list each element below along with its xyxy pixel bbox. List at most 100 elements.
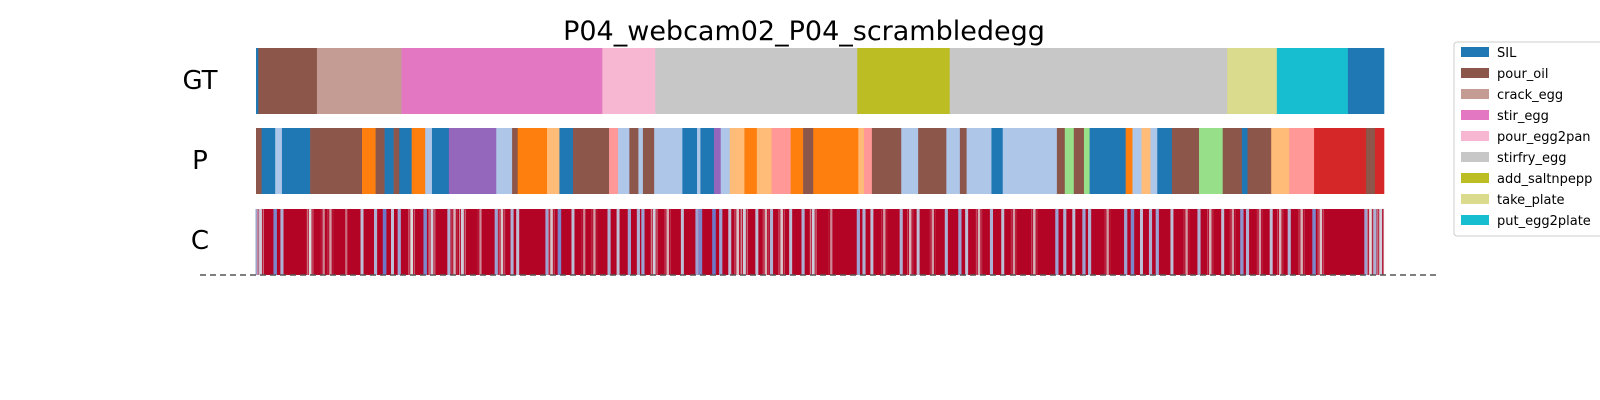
p-segment bbox=[1073, 128, 1085, 194]
c-mark bbox=[1010, 209, 1013, 275]
c-mark bbox=[479, 209, 482, 275]
c-mark bbox=[739, 209, 741, 275]
c-mark bbox=[1229, 209, 1231, 275]
c-mark bbox=[593, 209, 596, 275]
c-mark bbox=[856, 209, 860, 275]
c-mark bbox=[477, 209, 479, 275]
p-segment bbox=[1222, 128, 1243, 194]
c-mark bbox=[430, 209, 434, 275]
c-mark bbox=[1207, 209, 1209, 275]
legend-entry: stirfry_egg bbox=[1461, 151, 1566, 166]
legend-label: add_saltnpepp bbox=[1497, 172, 1592, 187]
c-mark bbox=[783, 209, 785, 275]
legend-entry: put_egg2plate bbox=[1461, 214, 1591, 229]
c-mark bbox=[423, 209, 427, 275]
c-mark bbox=[413, 209, 416, 275]
p-segment bbox=[1314, 128, 1367, 194]
c-mark bbox=[981, 209, 983, 275]
legend-label: take_plate bbox=[1497, 193, 1565, 208]
gt-segment bbox=[1227, 48, 1278, 114]
c-mark bbox=[916, 209, 920, 275]
p-segment bbox=[310, 128, 363, 194]
c-mark bbox=[906, 209, 909, 275]
c-mark bbox=[1001, 209, 1005, 275]
p-segment bbox=[431, 128, 450, 194]
c-mark bbox=[712, 209, 716, 275]
gt-segment bbox=[401, 48, 603, 114]
c-mark bbox=[881, 209, 883, 275]
p-segment bbox=[362, 128, 376, 194]
c-mark bbox=[627, 209, 631, 275]
c-mark bbox=[280, 209, 284, 275]
legend-swatch bbox=[1461, 194, 1489, 204]
c-mark bbox=[550, 209, 553, 275]
legend-swatch bbox=[1461, 110, 1489, 120]
legend-entry: take_plate bbox=[1461, 193, 1565, 208]
c-mark bbox=[382, 209, 387, 275]
p-segment bbox=[946, 128, 961, 194]
p-segment bbox=[572, 128, 610, 194]
c-mark bbox=[322, 209, 325, 275]
c-mark bbox=[1245, 209, 1250, 275]
p-segment bbox=[517, 128, 548, 194]
c-mark bbox=[308, 209, 312, 275]
p-segment bbox=[697, 128, 701, 194]
c-mark bbox=[975, 209, 977, 275]
p-segment bbox=[609, 128, 619, 194]
c-mark bbox=[1303, 209, 1305, 275]
gt-segment bbox=[949, 48, 1228, 114]
c-mark bbox=[1256, 209, 1258, 275]
c-mark bbox=[695, 209, 699, 275]
p-segment bbox=[858, 128, 865, 194]
legend-entry: crack_egg bbox=[1461, 88, 1563, 103]
c-mark bbox=[607, 209, 611, 275]
c-mark bbox=[482, 209, 484, 275]
legend-swatch bbox=[1461, 215, 1489, 225]
c-mark bbox=[447, 209, 451, 275]
c-mark bbox=[1036, 209, 1038, 275]
c-mark bbox=[510, 209, 514, 275]
c-mark bbox=[809, 209, 811, 275]
c-mark bbox=[870, 209, 874, 275]
row-label-p: P bbox=[192, 146, 208, 176]
c-mark bbox=[464, 209, 466, 275]
legend-frame bbox=[1453, 41, 1600, 237]
c-mark bbox=[899, 209, 903, 275]
legend-swatch bbox=[1461, 152, 1489, 162]
c-mark bbox=[1104, 209, 1106, 275]
p-segment bbox=[393, 128, 400, 194]
p-segment bbox=[700, 128, 715, 194]
c-mark bbox=[458, 209, 461, 275]
c-mark bbox=[1319, 209, 1323, 275]
c-mark bbox=[343, 209, 345, 275]
c-mark bbox=[1188, 209, 1190, 275]
p-segment bbox=[1132, 128, 1142, 194]
gt-segment bbox=[258, 48, 318, 114]
c-mark bbox=[912, 209, 914, 275]
p-segment bbox=[654, 128, 683, 194]
legend-label: put_egg2plate bbox=[1497, 214, 1591, 229]
c-mark bbox=[862, 209, 866, 275]
c-mark bbox=[669, 209, 671, 275]
legend-swatch bbox=[1461, 47, 1489, 57]
c-mark bbox=[830, 209, 833, 275]
p-segment bbox=[991, 128, 1004, 194]
p-segment bbox=[1271, 128, 1290, 194]
c-mark bbox=[451, 209, 453, 275]
p-segment bbox=[425, 128, 433, 194]
c-background bbox=[256, 209, 1384, 275]
legend-swatch bbox=[1461, 68, 1489, 78]
p-segment bbox=[1374, 128, 1385, 194]
row-label-c: C bbox=[191, 226, 209, 256]
c-mark bbox=[680, 209, 684, 275]
c-mark bbox=[1170, 209, 1174, 275]
legend-entry: SIL bbox=[1461, 46, 1517, 61]
c-mark bbox=[1312, 209, 1316, 275]
c-mark bbox=[656, 209, 658, 275]
legend-entry: add_saltnpepp bbox=[1461, 172, 1592, 187]
p-segment bbox=[1157, 128, 1173, 194]
c-mark bbox=[742, 209, 746, 275]
p-segment bbox=[720, 128, 731, 194]
c-mark bbox=[327, 209, 329, 275]
